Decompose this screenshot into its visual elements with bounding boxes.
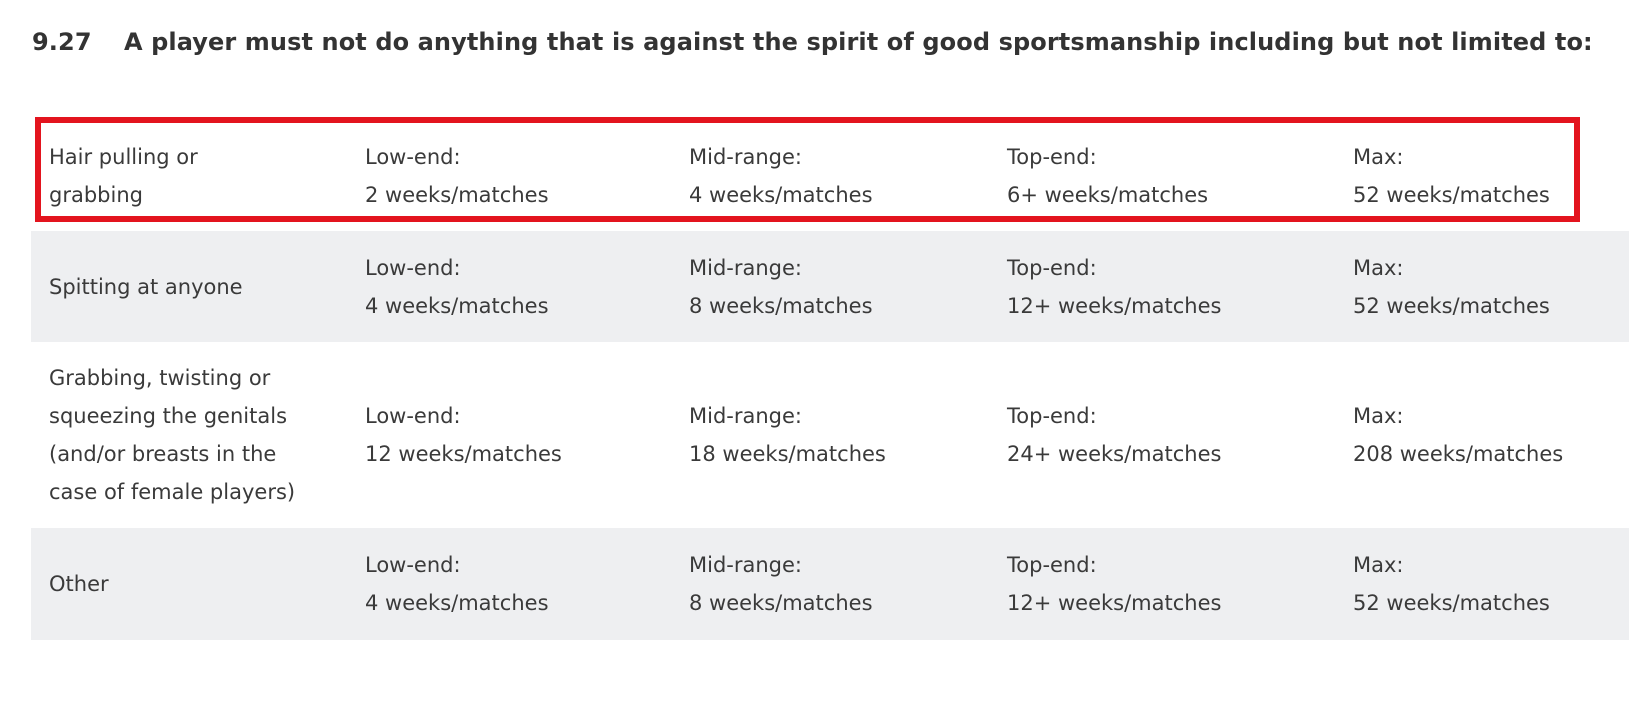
low-end-value: 4 weeks/matches	[365, 293, 549, 318]
offence-text: grabbing	[49, 182, 143, 207]
offence-cell: Other	[49, 565, 319, 603]
table-row: Grabbing, twisting or squeezing the geni…	[31, 342, 1629, 528]
top-end-label: Top-end:	[1007, 553, 1097, 577]
top-end-cell: Top-end: 12+ weeks/matches	[1007, 249, 1221, 325]
mid-range-cell: Mid-range: 18 weeks/matches	[689, 397, 886, 473]
offence-text: squeezing the genitals	[49, 404, 288, 428]
top-end-cell: Top-end: 24+ weeks/matches	[1007, 397, 1221, 473]
low-end-label: Low-end:	[365, 144, 461, 169]
max-label: Max:	[1353, 255, 1404, 280]
low-end-cell: Low-end: 2 weeks/matches	[365, 138, 549, 214]
low-end-value: 4 weeks/matches	[365, 591, 549, 615]
mid-range-cell: Mid-range: 4 weeks/matches	[689, 138, 873, 214]
section-title: A player must not do anything that is ag…	[124, 28, 1593, 56]
mid-range-label: Mid-range:	[689, 255, 802, 280]
offence-cell: Grabbing, twisting or squeezing the geni…	[49, 359, 319, 511]
top-end-value: 24+ weeks/matches	[1007, 442, 1222, 466]
max-value: 52 weeks/matches	[1353, 293, 1550, 318]
mid-range-cell: Mid-range: 8 weeks/matches	[689, 249, 873, 325]
table-row: Hair pulling or grabbing Low-end: 2 week…	[31, 120, 1629, 231]
offence-text: Grabbing, twisting or	[49, 366, 271, 390]
offence-text: Other	[49, 572, 109, 596]
max-cell: Max: 52 weeks/matches	[1353, 138, 1550, 214]
top-end-label: Top-end:	[1007, 255, 1097, 280]
max-value: 52 weeks/matches	[1353, 182, 1550, 207]
mid-range-value: 8 weeks/matches	[689, 591, 873, 615]
top-end-label: Top-end:	[1007, 404, 1097, 428]
low-end-label: Low-end:	[365, 255, 461, 280]
mid-range-label: Mid-range:	[689, 144, 802, 169]
offence-cell: Hair pulling or grabbing	[49, 138, 319, 214]
max-value: 208 weeks/matches	[1353, 442, 1564, 466]
low-end-cell: Low-end: 4 weeks/matches	[365, 249, 549, 325]
offence-text: (and/or breasts in the	[49, 442, 277, 466]
offence-text: case of female players)	[49, 480, 296, 504]
mid-range-label: Mid-range:	[689, 404, 802, 428]
max-value: 52 weeks/matches	[1353, 591, 1550, 615]
mid-range-value: 8 weeks/matches	[689, 293, 873, 318]
max-label: Max:	[1353, 404, 1404, 428]
low-end-label: Low-end:	[365, 404, 461, 428]
low-end-value: 2 weeks/matches	[365, 182, 549, 207]
mid-range-label: Mid-range:	[689, 553, 802, 577]
mid-range-value: 4 weeks/matches	[689, 182, 873, 207]
mid-range-cell: Mid-range: 8 weeks/matches	[689, 546, 873, 622]
section-number: 9.27	[32, 28, 92, 56]
offence-text: Hair pulling or	[49, 144, 198, 169]
low-end-label: Low-end:	[365, 553, 461, 577]
low-end-value: 12 weeks/matches	[365, 442, 562, 466]
offence-cell: Spitting at anyone	[49, 268, 319, 306]
top-end-value: 6+ weeks/matches	[1007, 182, 1209, 207]
offence-text: Spitting at anyone	[49, 274, 243, 299]
mid-range-value: 18 weeks/matches	[689, 442, 886, 466]
top-end-cell: Top-end: 6+ weeks/matches	[1007, 138, 1208, 214]
max-cell: Max: 208 weeks/matches	[1353, 397, 1563, 473]
top-end-label: Top-end:	[1007, 144, 1097, 169]
max-cell: Max: 52 weeks/matches	[1353, 546, 1550, 622]
sanctions-table: Hair pulling or grabbing Low-end: 2 week…	[31, 120, 1629, 640]
low-end-cell: Low-end: 4 weeks/matches	[365, 546, 549, 622]
top-end-cell: Top-end: 12+ weeks/matches	[1007, 546, 1221, 622]
max-cell: Max: 52 weeks/matches	[1353, 249, 1550, 325]
max-label: Max:	[1353, 144, 1404, 169]
top-end-value: 12+ weeks/matches	[1007, 591, 1222, 615]
max-label: Max:	[1353, 553, 1404, 577]
section-heading: 9.27 A player must not do anything that …	[32, 22, 1593, 62]
top-end-value: 12+ weeks/matches	[1007, 293, 1222, 318]
low-end-cell: Low-end: 12 weeks/matches	[365, 397, 562, 473]
table-row: Other Low-end: 4 weeks/matches Mid-range…	[31, 528, 1629, 640]
table-row: Spitting at anyone Low-end: 4 weeks/matc…	[31, 231, 1629, 342]
